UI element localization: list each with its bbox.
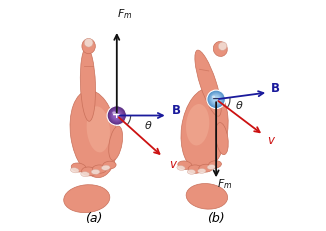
Ellipse shape: [70, 90, 117, 178]
Ellipse shape: [178, 161, 192, 169]
Ellipse shape: [92, 165, 107, 173]
Ellipse shape: [188, 165, 202, 173]
Circle shape: [215, 98, 217, 100]
Circle shape: [107, 106, 126, 125]
Ellipse shape: [103, 161, 116, 169]
Ellipse shape: [181, 88, 228, 171]
Ellipse shape: [87, 106, 110, 152]
Ellipse shape: [209, 161, 221, 168]
Circle shape: [116, 114, 118, 117]
Ellipse shape: [212, 95, 215, 98]
Text: (a): (a): [85, 212, 102, 225]
Text: $F_m$: $F_m$: [117, 7, 133, 21]
Ellipse shape: [82, 39, 95, 54]
Ellipse shape: [91, 169, 100, 174]
Ellipse shape: [101, 165, 110, 170]
Ellipse shape: [215, 123, 228, 155]
Text: B: B: [271, 82, 279, 95]
Ellipse shape: [177, 165, 185, 170]
Circle shape: [214, 97, 218, 102]
Ellipse shape: [207, 164, 215, 170]
Ellipse shape: [218, 42, 227, 50]
Circle shape: [208, 91, 224, 107]
Circle shape: [112, 111, 122, 120]
Circle shape: [111, 109, 123, 122]
Ellipse shape: [198, 168, 206, 173]
Circle shape: [212, 95, 221, 104]
Ellipse shape: [195, 50, 221, 116]
Circle shape: [209, 92, 223, 106]
Circle shape: [110, 108, 124, 123]
Text: (b): (b): [207, 212, 225, 225]
Text: B: B: [172, 104, 181, 117]
Ellipse shape: [186, 104, 209, 146]
Ellipse shape: [186, 184, 228, 209]
Ellipse shape: [213, 42, 227, 56]
Circle shape: [207, 90, 225, 109]
Ellipse shape: [64, 185, 110, 213]
Text: $v$: $v$: [169, 158, 178, 170]
Circle shape: [108, 107, 125, 124]
Ellipse shape: [81, 172, 90, 177]
Text: θ: θ: [145, 121, 151, 131]
Circle shape: [113, 112, 120, 119]
Ellipse shape: [80, 47, 96, 121]
Circle shape: [210, 94, 222, 105]
Text: $v$: $v$: [267, 134, 276, 147]
Text: $F_m$: $F_m$: [217, 177, 232, 191]
Ellipse shape: [71, 163, 86, 172]
Text: +: +: [112, 110, 121, 121]
Ellipse shape: [187, 169, 196, 174]
Ellipse shape: [84, 38, 93, 47]
Text: −: −: [212, 94, 221, 104]
Ellipse shape: [70, 168, 79, 173]
Ellipse shape: [112, 111, 116, 114]
Ellipse shape: [199, 164, 213, 172]
Ellipse shape: [82, 167, 96, 176]
Circle shape: [114, 113, 119, 118]
Ellipse shape: [109, 126, 123, 160]
Text: θ: θ: [236, 101, 243, 111]
Circle shape: [213, 96, 220, 103]
